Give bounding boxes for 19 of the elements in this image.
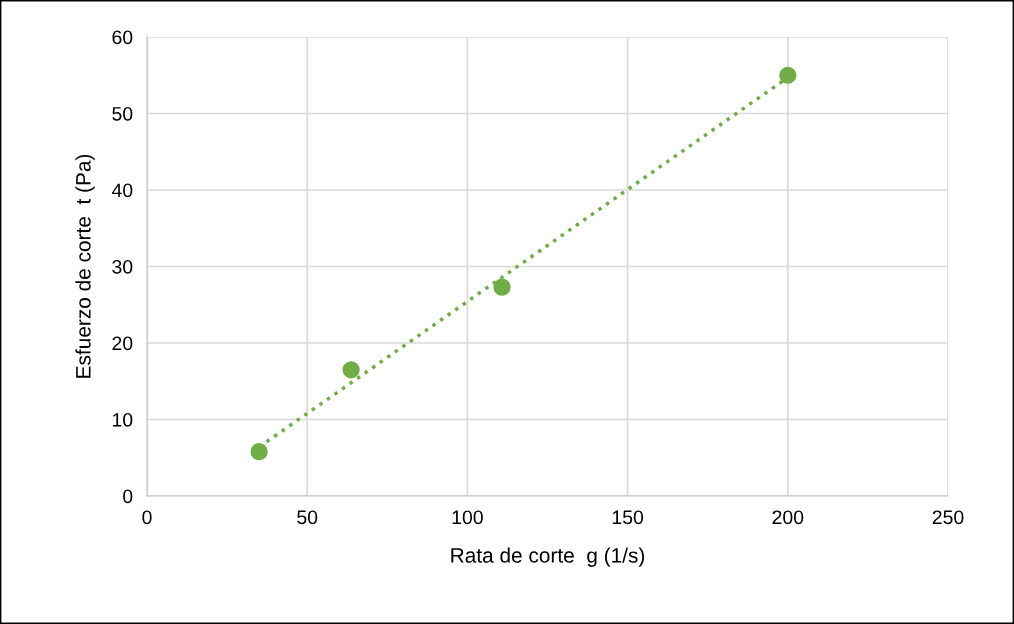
x-tick-label: 200 [772, 510, 804, 525]
point [250, 443, 268, 461]
y-axis-title: Esfuerzo de corte t (Pa) [75, 154, 95, 378]
x-tick-label: 100 [452, 510, 483, 525]
y-tick-label: 10 [112, 412, 133, 427]
point [779, 66, 797, 84]
x-axis-title: Rata de corte g (1/s) [451, 547, 645, 567]
y-tick-label: 40 [111, 183, 133, 198]
x-tick-label: 150 [612, 510, 644, 525]
y-tick-label: 60 [112, 30, 133, 45]
x-tick-label: 250 [932, 510, 964, 525]
y-tick-label: 50 [112, 106, 133, 121]
y-tick-label: 30 [112, 259, 133, 274]
x-tick-label: 0 [142, 510, 152, 525]
point [493, 278, 511, 296]
point [342, 361, 360, 379]
y-tick-label: 20 [112, 336, 133, 351]
y-tick-label: 0 [123, 489, 133, 504]
x-tick-label: 50 [297, 510, 318, 525]
